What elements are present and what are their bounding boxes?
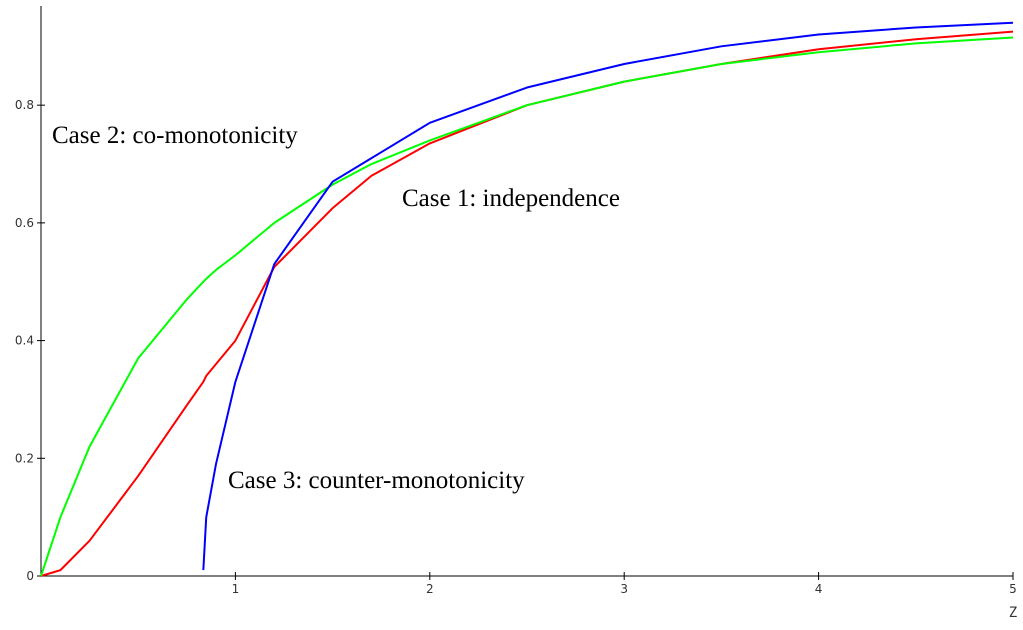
y-tick-label: 0.6 [15, 216, 34, 230]
y-tick-label: 0.4 [15, 334, 34, 348]
curve-label: Case 2: co-monotonicity [52, 122, 298, 149]
x-tick-label: 2 [426, 582, 434, 596]
x-axis-title: Z [1009, 605, 1017, 621]
curve-label: Case 3: counter-monotonicity [228, 467, 525, 494]
curve-label: Case 1: independence [402, 185, 620, 212]
y-tick-label: 0 [26, 569, 34, 583]
series-line [40, 30, 1014, 577]
series-line [40, 36, 1014, 577]
x-tick-label: 1 [232, 582, 240, 596]
y-tick-label: 0.8 [15, 98, 34, 112]
x-tick-label: 5 [1009, 582, 1017, 596]
x-tick-label: 4 [815, 582, 823, 596]
x-tick-label: 3 [620, 582, 628, 596]
y-tick-label: 0.2 [15, 451, 34, 465]
series-line [202, 21, 1014, 571]
